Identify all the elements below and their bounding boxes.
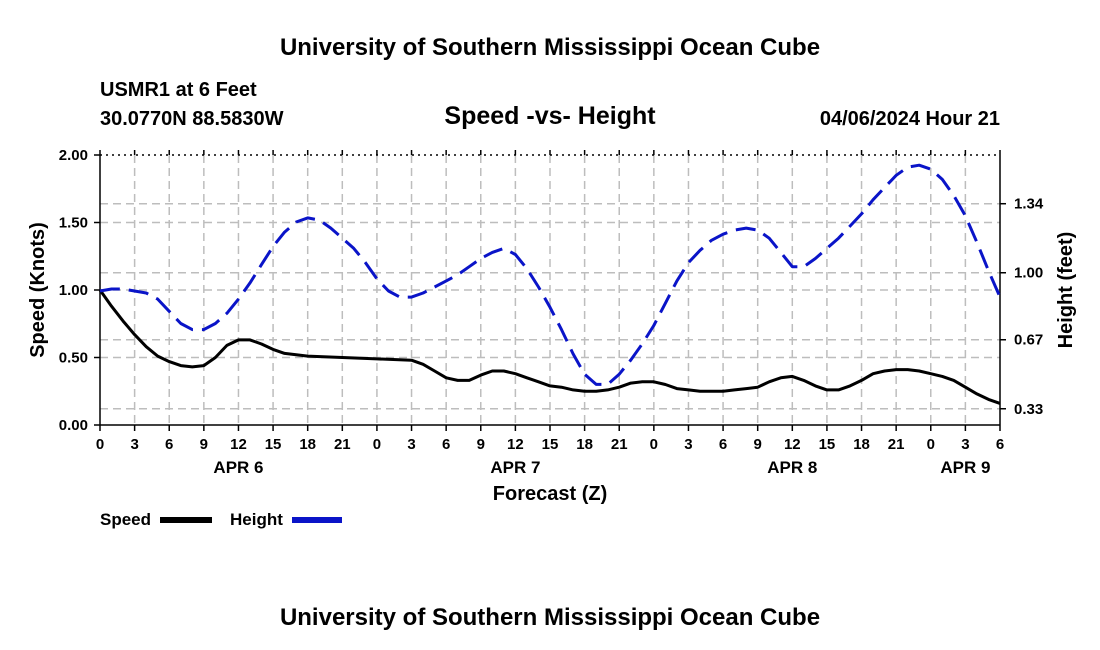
- axes: 0 3 6 9 12 15 18 21 0 3 6 9 12 15 18 21 0 3 6 9 12 15 18 21 0 3 6A…: [59, 147, 1044, 477]
- x-tick-label-1: 3: [130, 436, 138, 453]
- y-tick-label-1: 0.50: [59, 350, 88, 367]
- y-tick-label-4: 2.00: [59, 147, 88, 164]
- y2-tick-label-0: 0.33: [1014, 401, 1043, 418]
- x-tick-label-0: 0: [96, 436, 104, 453]
- day-label-3: APR 9: [940, 458, 990, 477]
- x-tick-label-5: 15: [265, 436, 282, 453]
- x-tick-label-16: 0: [650, 436, 658, 453]
- day-label-0: APR 6: [213, 458, 263, 477]
- x-tick-label-21: 15: [819, 436, 836, 453]
- x-tick-label-18: 6: [719, 436, 727, 453]
- x-tick-label-13: 15: [542, 436, 559, 453]
- x-tick-label-9: 3: [407, 436, 415, 453]
- page-title-top: University of Southern Mississippi Ocean…: [280, 34, 820, 61]
- day-label-2: APR 8: [767, 458, 817, 477]
- x-tick-label-19: 9: [754, 436, 762, 453]
- x-tick-label-15: 21: [611, 436, 628, 453]
- series-line-height: [99, 163, 1002, 386]
- timestamp-label: 04/06/2024 Hour 21: [820, 108, 1000, 130]
- x-tick-label-10: 6: [442, 436, 450, 453]
- series-line-speed: [98, 289, 1001, 405]
- day-label-1: APR 7: [490, 458, 540, 477]
- x-tick-label-11: 9: [477, 436, 485, 453]
- x-tick-label-2: 6: [165, 436, 173, 453]
- y2-tick-label-2: 1.00: [1014, 265, 1043, 282]
- y2-axis-label: Height (feet): [1055, 232, 1077, 349]
- legend: Speed Height: [100, 510, 342, 529]
- y-tick-label-0: 0.00: [59, 417, 88, 434]
- series: [98, 163, 1002, 405]
- y-axis-label: Speed (Knots): [27, 222, 49, 358]
- x-tick-label-23: 21: [888, 436, 905, 453]
- x-axis-label: Forecast (Z): [493, 483, 607, 505]
- x-tick-label-22: 18: [853, 436, 870, 453]
- x-tick-label-12: 12: [507, 436, 524, 453]
- x-tick-label-26: 6: [996, 436, 1004, 453]
- x-tick-label-7: 21: [334, 436, 351, 453]
- x-tick-label-6: 18: [299, 436, 316, 453]
- x-tick-label-25: 3: [961, 436, 969, 453]
- legend-label-speed: Speed: [100, 510, 151, 529]
- x-tick-label-14: 18: [576, 436, 593, 453]
- grid: [100, 155, 1000, 425]
- y-tick-label-3: 1.50: [59, 215, 88, 232]
- x-tick-label-8: 0: [373, 436, 381, 453]
- y2-tick-label-1: 0.67: [1014, 332, 1043, 349]
- y2-tick-label-3: 1.34: [1014, 196, 1044, 213]
- x-tick-label-20: 12: [784, 436, 801, 453]
- legend-label-height: Height: [230, 510, 283, 529]
- x-tick-label-4: 12: [230, 436, 247, 453]
- x-tick-label-17: 3: [684, 436, 692, 453]
- x-tick-label-24: 0: [927, 436, 935, 453]
- chart-title: Speed -vs- Height: [444, 102, 656, 130]
- coordinates-label: 30.0770N 88.5830W: [100, 108, 284, 130]
- page-title-bottom: University of Southern Mississippi Ocean…: [280, 604, 820, 631]
- y-tick-label-2: 1.00: [59, 282, 88, 299]
- x-tick-label-3: 9: [200, 436, 208, 453]
- station-label: USMR1 at 6 Feet: [100, 79, 257, 101]
